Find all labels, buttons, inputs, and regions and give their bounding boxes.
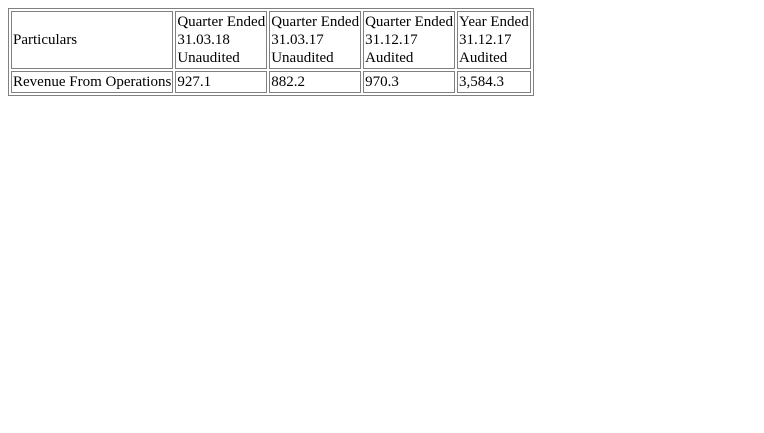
cell-value: 970.3 [365,74,399,90]
column-header-cell: Year Ended 31.12.17 Audited [456,11,531,69]
row-label-cell: Revenue From Operations [11,71,174,93]
value-cell: 882.2 [269,71,362,93]
column-header-audit-status: Audited [365,50,414,66]
column-header-cell: Quarter Ended 31.03.17 Unaudited [269,11,362,69]
column-header-date: 31.03.18 [177,32,230,48]
value-cell: 927.1 [175,71,268,93]
column-header-date: 31.12.17 [458,32,512,48]
column-header-audit-status: Audited [458,50,508,66]
column-header-cell: Quarter Ended 31.12.17 Audited [363,11,455,69]
column-header-audit-status: Unaudited [271,50,334,66]
cell-value: 927.1 [177,74,212,90]
financial-results-table: Particulars Quarter Ended 31.03.18 Unaud… [8,8,534,96]
particulars-header-label: Particulars [13,32,78,48]
column-header-cell: Quarter Ended 31.03.18 Unaudited [175,11,268,69]
cell-value: 3,584.3 [458,74,504,90]
financial-table-container: Particulars Quarter Ended 31.03.18 Unaud… [8,8,534,96]
column-header-date: 31.03.17 [271,32,324,48]
table-row: Revenue From Operations 927.1 882.2 970.… [11,71,531,93]
table-header-row: Particulars Quarter Ended 31.03.18 Unaud… [11,11,531,69]
column-header-period: Quarter Ended [177,14,266,30]
value-cell: 3,584.3 [456,71,531,93]
cell-value: 882.2 [271,74,305,90]
column-header-date: 31.12.17 [365,32,418,48]
column-header-period: Quarter Ended [365,14,453,30]
column-header-audit-status: Unaudited [177,50,240,66]
particulars-header-cell: Particulars [11,11,174,69]
row-label: Revenue From Operations [13,74,172,90]
column-header-period: Year Ended [458,14,529,30]
value-cell: 970.3 [363,71,455,93]
column-header-period: Quarter Ended [271,14,360,30]
